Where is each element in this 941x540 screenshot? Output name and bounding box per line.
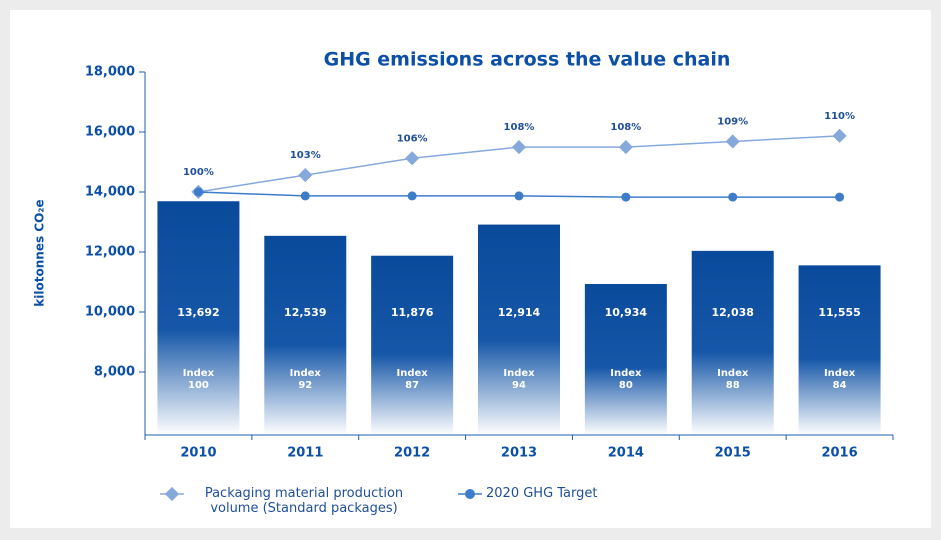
point-label: 109% (717, 116, 748, 127)
point (407, 191, 417, 201)
point-label: 108% (504, 122, 535, 133)
legend-marker (160, 486, 184, 502)
bar-value-label: 11,876 (391, 306, 434, 319)
legend-label: 2020 GHG Target (486, 486, 598, 501)
point (728, 192, 738, 202)
point (618, 139, 633, 155)
bar (691, 250, 774, 435)
index-label: Index (397, 368, 429, 379)
y-tick-label: 10,000 (85, 305, 135, 320)
index-label: Index (183, 368, 215, 379)
bar-value-label: 10,934 (605, 306, 648, 319)
index-label: Index (717, 368, 749, 379)
bar (264, 235, 347, 435)
chart-title: GHG emissions across the value chain (324, 49, 731, 71)
point (725, 134, 740, 149)
index-label: Index (290, 368, 322, 379)
point-label: 103% (290, 150, 321, 161)
index-label: Index (610, 368, 642, 379)
index-label: Index (824, 368, 856, 379)
bar-value-label: 12,038 (711, 306, 753, 319)
point (405, 151, 420, 166)
point-label: 108% (610, 122, 641, 133)
x-tick-label: 2014 (608, 446, 644, 461)
y-tick-label: 12,000 (85, 245, 135, 260)
y-tick-label: 14,000 (85, 185, 135, 200)
point (514, 191, 524, 201)
bar (478, 224, 560, 435)
x-tick-label: 2011 (287, 446, 323, 461)
legend-item: Packaging material production volume (St… (160, 486, 424, 516)
point (300, 191, 310, 201)
index-value: 87 (405, 380, 419, 391)
point-label: 110% (824, 111, 855, 122)
x-tick-label: 2016 (821, 446, 857, 461)
bar (584, 283, 667, 435)
x-tick-label: 2015 (715, 446, 751, 461)
x-tick-label: 2013 (501, 446, 537, 461)
point (621, 192, 631, 202)
y-tick-label: 16,000 (85, 125, 135, 140)
index-value: 88 (726, 380, 740, 391)
bar (157, 201, 240, 435)
index-label: Index (503, 368, 535, 379)
point (511, 139, 527, 155)
bar-value-label: 12,539 (284, 306, 326, 319)
bar-value-label: 13,692 (177, 306, 219, 319)
point (835, 192, 845, 202)
legend-marker (458, 489, 482, 499)
point (832, 128, 847, 143)
point-label: 100% (183, 167, 214, 178)
point (298, 168, 313, 183)
bar (371, 255, 454, 435)
index-value: 80 (619, 380, 633, 391)
index-value: 84 (833, 380, 847, 391)
x-tick-label: 2012 (394, 446, 430, 461)
bar-value-label: 12,914 (498, 306, 541, 319)
bar-value-label: 11,555 (818, 306, 860, 319)
y-axis-label: kilotonnes CO₂e (33, 199, 47, 306)
point (193, 187, 203, 197)
x-tick-label: 2010 (180, 446, 216, 461)
y-tick-label: 18,000 (85, 65, 135, 80)
index-value: 94 (512, 380, 526, 391)
bar (798, 265, 881, 435)
y-tick-label: 8,000 (94, 365, 135, 380)
legend-label: Packaging material production volume (St… (204, 486, 404, 516)
point-label: 106% (397, 133, 428, 144)
legend-item: 2020 GHG Target (458, 486, 598, 502)
index-value: 92 (298, 380, 312, 391)
index-value: 100 (188, 380, 209, 391)
